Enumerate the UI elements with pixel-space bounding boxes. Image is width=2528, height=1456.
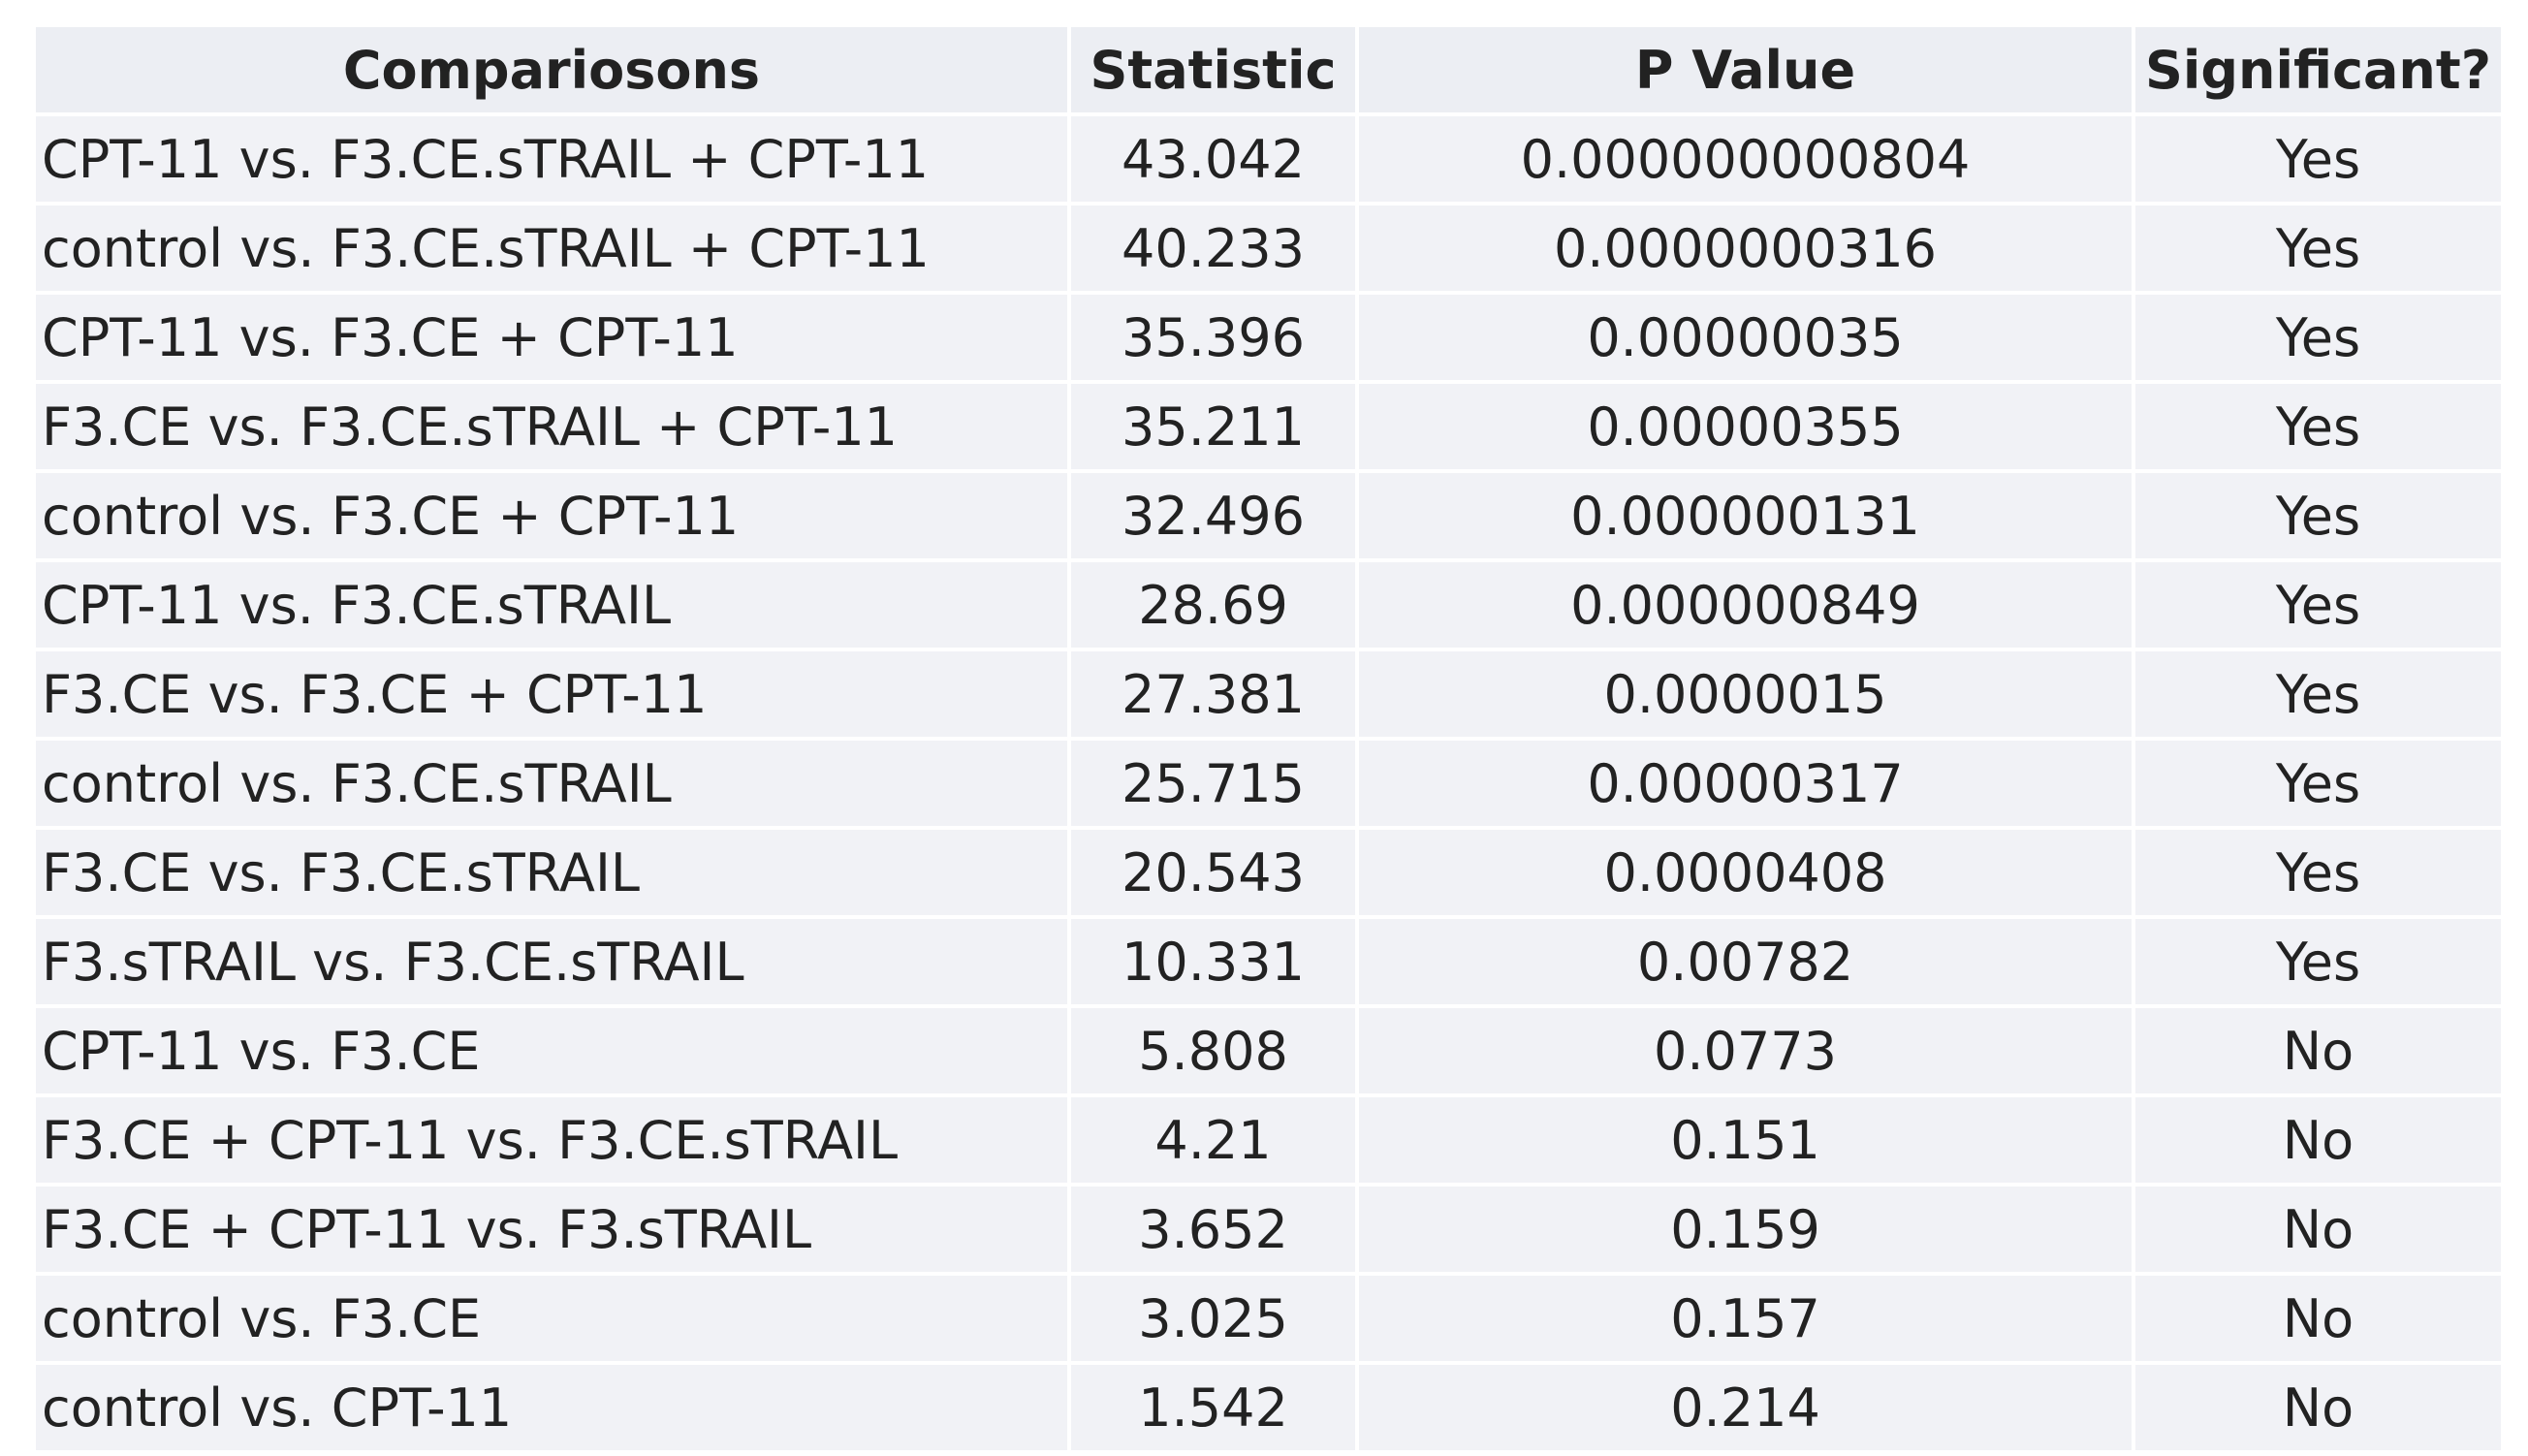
table-cell: control vs. F3.CE.sTRAIL + CPT-11	[36, 206, 1067, 291]
table-cell: 0.151	[1359, 1097, 2132, 1183]
table-cell: 35.396	[1071, 295, 1355, 380]
table-cell: CPT-11 vs. F3.CE + CPT-11	[36, 295, 1067, 380]
table-cell: 5.808	[1071, 1008, 1355, 1093]
table-cell: F3.sTRAIL vs. F3.CE.sTRAIL	[36, 919, 1067, 1004]
table-cell: 10.331	[1071, 919, 1355, 1004]
table-cell: 0.00000035	[1359, 295, 2132, 380]
table-cell: 0.000000000804	[1359, 116, 2132, 202]
table-cell: Yes	[2135, 830, 2501, 915]
table-cell: CPT-11 vs. F3.CE.sTRAIL	[36, 562, 1067, 648]
table-cell: 3.025	[1071, 1276, 1355, 1361]
table-cell: No	[2135, 1097, 2501, 1183]
header-cell: Statistic	[1071, 27, 1355, 112]
table-cell: No	[2135, 1187, 2501, 1272]
table-row: CPT-11 vs. F3.CE.sTRAIL + CPT-11 43.042 0.…	[36, 116, 2501, 202]
comparison-table: Compariosons Statistic P Value Significant?…	[32, 23, 2505, 1454]
table-body: CPT-11 vs. F3.CE.sTRAIL + CPT-11 43.042 0.…	[36, 116, 2501, 1450]
table-cell: No	[2135, 1365, 2501, 1450]
table-cell: 40.233	[1071, 206, 1355, 291]
table-row: F3.CE + CPT-11 vs. F3.sTRAIL 3.652 0.159 No	[36, 1187, 2501, 1272]
table-cell: 27.381	[1071, 651, 1355, 737]
table-cell: 32.496	[1071, 473, 1355, 558]
table-cell: Yes	[2135, 919, 2501, 1004]
table-cell: F3.CE vs. F3.CE.sTRAIL + CPT-11	[36, 384, 1067, 469]
table-cell: No	[2135, 1008, 2501, 1093]
table-cell: CPT-11 vs. F3.CE.sTRAIL + CPT-11	[36, 116, 1067, 202]
table-cell: F3.CE vs. F3.CE.sTRAIL	[36, 830, 1067, 915]
table-cell: Yes	[2135, 651, 2501, 737]
table-cell: 4.21	[1071, 1097, 1355, 1183]
table-cell: 0.159	[1359, 1187, 2132, 1272]
table-cell: F3.CE vs. F3.CE + CPT-11	[36, 651, 1067, 737]
table-cell: Yes	[2135, 295, 2501, 380]
table-cell: 0.0773	[1359, 1008, 2132, 1093]
table-cell: 0.000000849	[1359, 562, 2132, 648]
table-cell: F3.CE + CPT-11 vs. F3.CE.sTRAIL	[36, 1097, 1067, 1183]
table-cell: 0.0000000316	[1359, 206, 2132, 291]
table-cell: 1.542	[1071, 1365, 1355, 1450]
table-cell: 25.715	[1071, 741, 1355, 826]
header-cell: Compariosons	[36, 27, 1067, 112]
table-cell: Yes	[2135, 741, 2501, 826]
table-row: control vs. F3.CE.sTRAIL + CPT-11 40.233 0…	[36, 206, 2501, 291]
header-cell: Significant?	[2135, 27, 2501, 112]
table-cell: F3.CE + CPT-11 vs. F3.sTRAIL	[36, 1187, 1067, 1272]
table-cell: control vs. F3.CE.sTRAIL	[36, 741, 1067, 826]
table-cell: 0.000000131	[1359, 473, 2132, 558]
table-cell: Yes	[2135, 206, 2501, 291]
table-row: control vs. CPT-11 1.542 0.214 No	[36, 1365, 2501, 1450]
table-cell: control vs. F3.CE + CPT-11	[36, 473, 1067, 558]
table-cell: 0.00000355	[1359, 384, 2132, 469]
table-cell: Yes	[2135, 473, 2501, 558]
table-cell: No	[2135, 1276, 2501, 1361]
table-cell: control vs. CPT-11	[36, 1365, 1067, 1450]
table-row: control vs. F3.CE.sTRAIL 25.715 0.00000317…	[36, 741, 2501, 826]
table-cell: 3.652	[1071, 1187, 1355, 1272]
table-cell: control vs. F3.CE	[36, 1276, 1067, 1361]
table-row: CPT-11 vs. F3.CE + CPT-11 35.396 0.0000003…	[36, 295, 2501, 380]
table-cell: 35.211	[1071, 384, 1355, 469]
table-cell: Yes	[2135, 384, 2501, 469]
table-row: F3.CE vs. F3.CE.sTRAIL 20.543 0.0000408 Yes	[36, 830, 2501, 915]
table-row: control vs. F3.CE + CPT-11 32.496 0.000000…	[36, 473, 2501, 558]
table-cell: 0.157	[1359, 1276, 2132, 1361]
table-cell: 43.042	[1071, 116, 1355, 202]
table-row: control vs. F3.CE 3.025 0.157 No	[36, 1276, 2501, 1361]
table-cell: 0.00000317	[1359, 741, 2132, 826]
table-row: CPT-11 vs. F3.CE.sTRAIL 28.69 0.000000849 Y…	[36, 562, 2501, 648]
table-cell: 0.0000015	[1359, 651, 2132, 737]
table-row: F3.sTRAIL vs. F3.CE.sTRAIL 10.331 0.00782 Y…	[36, 919, 2501, 1004]
table-cell: 20.543	[1071, 830, 1355, 915]
table-row: CPT-11 vs. F3.CE 5.808 0.0773 No	[36, 1008, 2501, 1093]
table-cell: CPT-11 vs. F3.CE	[36, 1008, 1067, 1093]
table-row: F3.CE vs. F3.CE + CPT-11 27.381 0.0000015 Y…	[36, 651, 2501, 737]
table-cell: Yes	[2135, 562, 2501, 648]
table-cell: Yes	[2135, 116, 2501, 202]
table-cell: 28.69	[1071, 562, 1355, 648]
table-cell: 0.00782	[1359, 919, 2132, 1004]
header-row: Compariosons Statistic P Value Significant?	[36, 27, 2501, 112]
table-row: F3.CE vs. F3.CE.sTRAIL + CPT-11 35.211 0.0…	[36, 384, 2501, 469]
table-cell: 0.214	[1359, 1365, 2132, 1450]
table-row: F3.CE + CPT-11 vs. F3.CE.sTRAIL 4.21 0.151…	[36, 1097, 2501, 1183]
header-cell: P Value	[1359, 27, 2132, 112]
table-cell: 0.0000408	[1359, 830, 2132, 915]
